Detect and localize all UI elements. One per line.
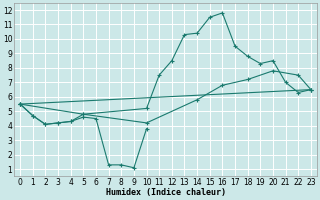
X-axis label: Humidex (Indice chaleur): Humidex (Indice chaleur) — [106, 188, 226, 197]
